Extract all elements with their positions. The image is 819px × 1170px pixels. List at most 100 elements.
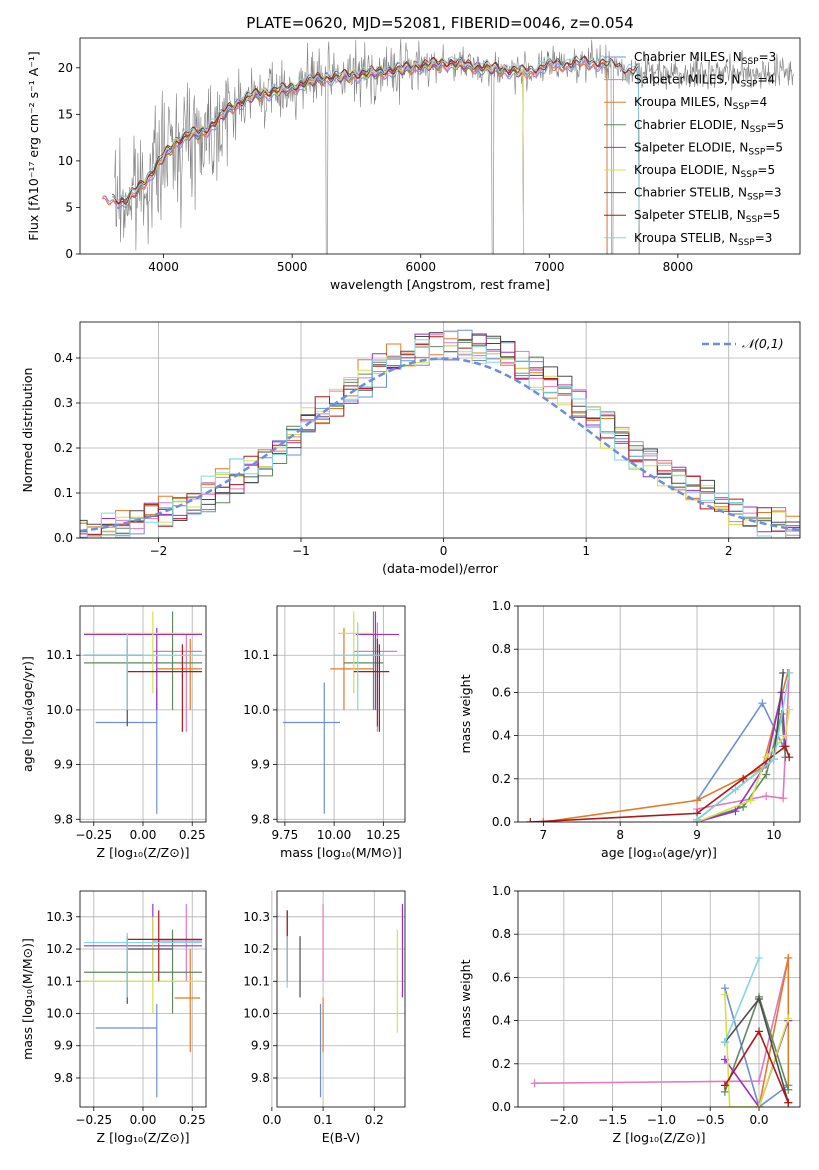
- y-axis-label: mass weight: [458, 959, 473, 1038]
- x-tick-label: 9: [693, 828, 701, 842]
- y-tick-label: 9.8: [54, 812, 73, 826]
- x-tick-label: 8: [616, 828, 624, 842]
- weight-vs-age-plot-area: [526, 668, 794, 822]
- weight-marker: [755, 1103, 764, 1107]
- weight-marker: [720, 990, 729, 999]
- x-axis-label: Z [log₁₀(Z/Z⊙)]: [613, 1130, 706, 1145]
- weight-line: [530, 745, 790, 822]
- legend-entry: Chabrier STELIB, NSSP=3: [634, 186, 782, 203]
- y-tick-label: 10.1: [243, 648, 270, 662]
- x-tick-label: 10.00: [317, 828, 351, 842]
- weight-marker: [731, 807, 740, 816]
- observed-spectrum: [114, 38, 794, 254]
- weight-marker: [755, 1027, 764, 1036]
- y-axis-label: mass weight: [458, 674, 473, 753]
- y-tick-label: 10.0: [46, 1007, 73, 1021]
- y-tick-label: 10.3: [46, 910, 73, 924]
- weight-marker: [731, 785, 740, 794]
- weight-marker: [755, 1077, 764, 1086]
- y-tick-label: 0.2: [54, 441, 73, 455]
- x-tick-label: 4000: [148, 260, 179, 274]
- figure-title: PLATE=0620, MJD=52081, FIBERID=0046, z=0…: [246, 14, 633, 32]
- legend-subscript: SSP: [748, 147, 765, 157]
- y-tick-label: 10.2: [243, 942, 270, 956]
- spectrum-plot-area: [102, 38, 794, 254]
- mass-vs-EBV-plot-area: [286, 903, 404, 1098]
- y-tick-label: 0: [65, 247, 73, 261]
- y-tick-label: 0.6: [492, 970, 511, 984]
- x-tick-label: −0.25: [75, 1113, 112, 1127]
- x-tick-label: 10.25: [366, 828, 400, 842]
- spectrum-legend: Chabrier MILES, NSSP=3 Salpeter MILES, NS…: [604, 50, 784, 248]
- y-tick-label: 10: [58, 154, 73, 168]
- legend-subscript: SSP: [746, 215, 763, 225]
- weight-marker: [785, 705, 794, 714]
- weight-marker: [784, 953, 793, 962]
- age-vs-Z-plot-area: [83, 611, 203, 814]
- x-tick-label: 0.0: [262, 1113, 281, 1127]
- weight-marker: [784, 1014, 793, 1023]
- legend-entry: Kroupa MILES, NSSP=4: [634, 95, 767, 112]
- mass-vs-Z-plot-area: [83, 903, 203, 1098]
- weight-line: [724, 994, 790, 1107]
- model-spectrum-kroupa-stelib: [111, 54, 640, 254]
- axes-frame: [276, 890, 406, 1108]
- legend-entry: Kroupa STELIB, NSSP=3: [634, 231, 772, 248]
- y-tick-label: 0.6: [492, 685, 511, 699]
- axes-frame: [517, 605, 801, 823]
- weight-vs-Z-panel: −2.0 −1.5 −1.0 −0.5 0.0 0.0 0.2 0.4 0.6 0.8 1.0 Z […: [458, 884, 801, 1145]
- weight-marker: [762, 792, 771, 801]
- x-tick-label: −1.0: [647, 1113, 676, 1127]
- legend-entry: Salpeter STELIB, NSSP=5: [634, 208, 780, 225]
- x-tick-label: −2.0: [549, 1113, 578, 1127]
- age-vs-mass-plot-area: [282, 611, 400, 814]
- weight-marker: [758, 699, 767, 708]
- weight-marker: [779, 794, 788, 803]
- weight-marker: [739, 774, 748, 783]
- weight-line: [724, 957, 760, 1043]
- mass-vs-EBV-panel: 0.0 0.1 0.2 9.8 9.9 10.0 10.1 10.2 10.3 E(B-V): [243, 890, 406, 1145]
- weight-marker: [720, 1081, 729, 1090]
- legend-suffix: =5: [763, 208, 781, 222]
- weight-marker: [725, 1103, 734, 1107]
- axes-frame: [276, 605, 406, 823]
- y-tick-label: 10.0: [243, 1007, 270, 1021]
- y-tick-label: 0.0: [492, 815, 511, 829]
- legend-suffix: =5: [766, 118, 784, 132]
- age-vs-mass-panel: 9.75 10.00 10.25 9.8 9.9 10.0 10.1 mass [log₁₀(…: [243, 605, 406, 860]
- legend-suffix: =4: [750, 95, 768, 109]
- axes-frame: [79, 605, 207, 823]
- weight-line: [696, 672, 790, 821]
- y-tick-label: 1.0: [492, 884, 511, 898]
- model-spectrum-kroupa-elodie: [118, 57, 525, 254]
- axes-frame: [79, 321, 801, 539]
- y-tick-label: 0.0: [54, 531, 73, 545]
- weight-marker: [781, 731, 790, 740]
- weight-marker: [785, 753, 794, 762]
- weight-marker: [784, 1098, 793, 1107]
- x-tick-label: 10: [766, 828, 781, 842]
- legend-suffix: =3: [759, 50, 777, 64]
- y-tick-label: 10.3: [243, 910, 270, 924]
- weight-marker: [781, 742, 790, 751]
- y-axis-label: Normed distribution: [20, 368, 35, 493]
- x-tick-label: −2: [150, 544, 168, 558]
- y-tick-label: 9.9: [251, 1039, 270, 1053]
- y-tick-label: 9.8: [251, 1071, 270, 1085]
- legend-entry: Salpeter MILES, NSSP=4: [634, 73, 775, 90]
- x-axis-label: Z [log₁₀(Z/Z⊙)]: [97, 1130, 190, 1145]
- x-tick-label: 0: [440, 544, 448, 558]
- axes-frame: [79, 37, 801, 255]
- x-tick-label: 0.2: [365, 1113, 384, 1127]
- legend-subscript: SSP: [750, 125, 767, 135]
- legend-entry: Salpeter ELODIE, NSSP=5: [634, 140, 783, 157]
- x-tick-label: 9.75: [272, 828, 299, 842]
- y-tick-label: 10.1: [243, 974, 270, 988]
- y-tick-label: 0.1: [54, 486, 73, 500]
- y-tick-label: 1.0: [492, 599, 511, 613]
- legend-suffix: =4: [757, 73, 775, 87]
- legend-entry: Kroupa ELODIE, NSSP=5: [634, 163, 775, 180]
- x-tick-label: 8000: [663, 260, 694, 274]
- y-tick-label: 0.4: [54, 351, 73, 365]
- y-axis-label: age [log₁₀(age/yr)]: [20, 656, 35, 772]
